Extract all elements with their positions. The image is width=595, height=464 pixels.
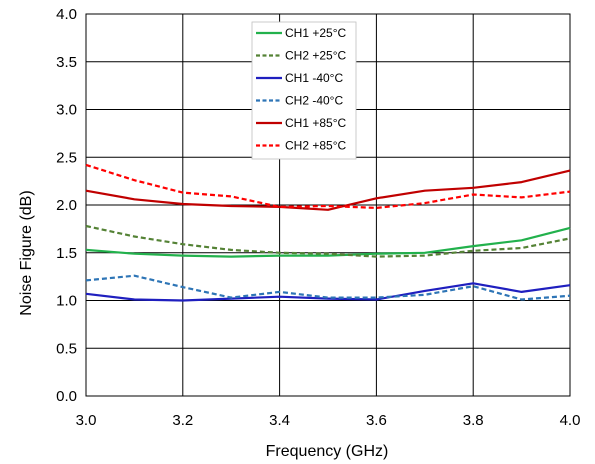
y-tick-label: 0.0	[56, 388, 77, 405]
x-axis-ticks: 3.0 3.2 3.4 3.6 3.8 4.0	[76, 412, 581, 429]
y-axis-ticks: 0.0 0.5 1.0 1.5 2.0 2.5 3.0 3.5 4.0	[56, 6, 77, 405]
legend-label: CH2 +25°C	[285, 49, 346, 63]
legend-label: CH1 +85°C	[285, 116, 346, 130]
y-tick-label: 1.5	[56, 245, 77, 262]
legend-label: CH1 -40°C	[285, 71, 343, 85]
y-tick-label: 1.0	[56, 293, 77, 310]
x-axis-title: Frequency (GHz)	[266, 443, 389, 460]
x-tick-label: 3.0	[76, 412, 97, 429]
legend-box	[251, 21, 357, 160]
x-tick-label: 3.4	[269, 412, 290, 429]
series-line-ch1-40-c	[85, 282, 571, 302]
y-axis-title: Noise Figure (dB)	[18, 190, 35, 315]
series-lines	[85, 163, 571, 302]
plot-area-border	[85, 13, 571, 397]
x-tick-label: 3.8	[463, 412, 484, 429]
y-tick-label: 2.5	[56, 149, 77, 166]
y-tick-label: 0.5	[56, 340, 77, 357]
legend: CH1 +25°C CH2 +25°C CH1 -40°C CH2 -40°C CH1 …	[251, 21, 357, 160]
series-line-ch2-85-c	[85, 163, 571, 209]
x-tick-label: 3.2	[172, 412, 193, 429]
x-tick-label: 3.6	[366, 412, 387, 429]
x-tick-label: 4.0	[560, 412, 581, 429]
legend-label: CH1 +25°C	[285, 26, 346, 40]
y-tick-label: 4.0	[56, 6, 77, 23]
legend-label: CH2 -40°C	[285, 94, 343, 108]
series-line-ch1-85-c	[85, 169, 571, 211]
legend-label: CH2 +85°C	[285, 139, 346, 153]
y-tick-label: 3.5	[56, 54, 77, 71]
series-line-ch2-25-c	[85, 224, 571, 258]
y-tick-label: 2.0	[56, 197, 77, 214]
series-line-ch1-25-c	[85, 226, 571, 258]
y-tick-label: 3.0	[56, 102, 77, 119]
series-line-ch2-40-c	[85, 274, 571, 301]
